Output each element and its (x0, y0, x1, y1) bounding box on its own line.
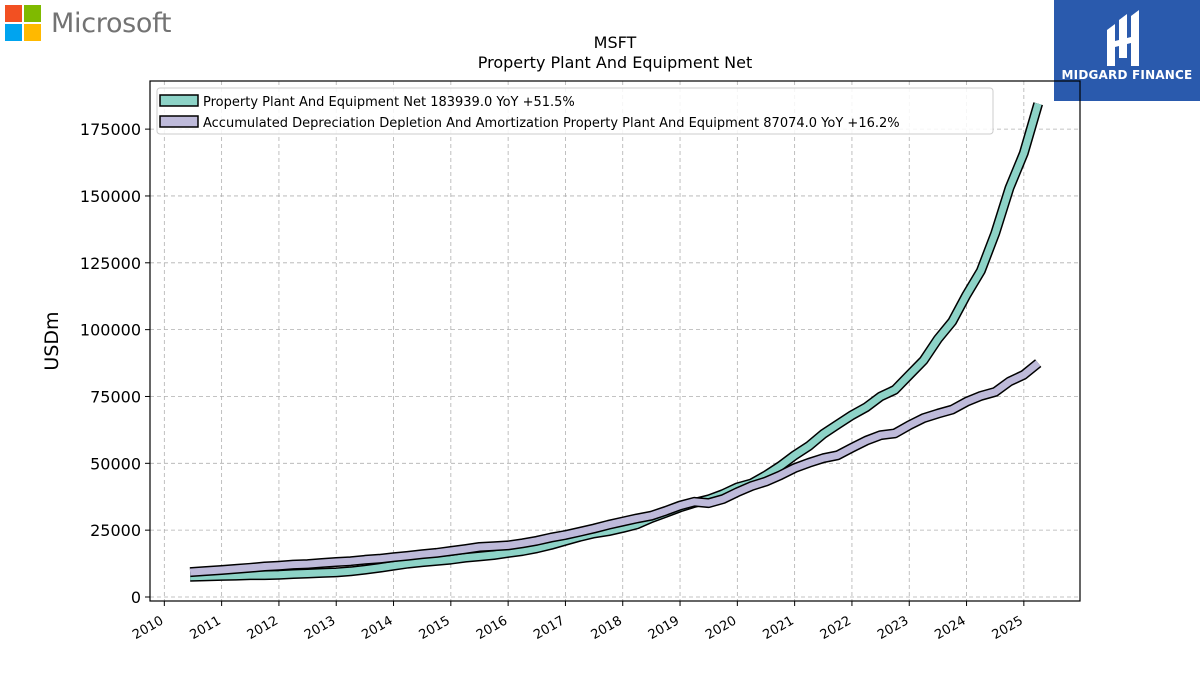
x-tick-label: 2020 (703, 613, 739, 643)
x-tick-label: 2016 (474, 613, 510, 643)
x-tick-label: 2015 (417, 613, 453, 643)
y-tick-label: 150000 (80, 187, 141, 206)
x-tick-label: 2023 (875, 613, 911, 643)
microsoft-logo: Microsoft (5, 5, 171, 41)
series-layer (189, 102, 1044, 582)
x-tick-label: 2017 (531, 613, 567, 643)
x-tick-label: 2019 (646, 613, 682, 643)
x-tick-label: 2010 (130, 613, 166, 643)
series-outline (189, 359, 1042, 578)
midgard-finance-logo: MIDGARD FINANCE (1054, 0, 1200, 101)
legend: Property Plant And Equipment Net 183939.… (156, 87, 994, 135)
y-tick-label: 25000 (90, 521, 141, 540)
plot-frame (149, 80, 1081, 602)
midgard-emblem-icon (1107, 10, 1139, 66)
x-tick-label: 2014 (359, 613, 395, 643)
microsoft-windows-icon (5, 5, 41, 41)
series-core (189, 360, 1041, 576)
legend-label: Accumulated Depreciation Depletion And A… (203, 116, 900, 131)
chart-subtitle: Property Plant And Equipment Net (478, 53, 753, 72)
series-line-1 (189, 102, 1044, 582)
x-tick-label: 2024 (932, 613, 968, 643)
x-tick-label: 2011 (187, 613, 223, 643)
x-tick-label: 2021 (760, 613, 796, 643)
microsoft-wordmark: Microsoft (51, 7, 172, 39)
legend-swatch (159, 94, 199, 107)
legend-swatch (159, 115, 199, 128)
y-tick-label: 0 (131, 588, 141, 607)
legend-box (156, 87, 994, 135)
legend-label: Property Plant And Equipment Net 183939.… (203, 95, 575, 110)
midgard-wordmark: MIDGARD FINANCE (1061, 68, 1193, 82)
x-tick-label: 2018 (589, 613, 625, 643)
series-core (190, 102, 1042, 581)
y-tick-label: 75000 (90, 387, 141, 406)
chart-title: MSFT (594, 33, 637, 52)
y-tick-label: 125000 (80, 254, 141, 273)
y-tick-label: 50000 (90, 454, 141, 473)
x-tick-label: 2022 (818, 613, 854, 643)
series-line-2 (189, 359, 1042, 578)
y-tick-label: 100000 (80, 321, 141, 340)
y-tick-label: 175000 (80, 120, 141, 139)
x-tick-label: 2025 (990, 613, 1026, 643)
series-outline (189, 102, 1044, 582)
x-tick-label: 2013 (302, 613, 338, 643)
y-axis-label: USDm (41, 311, 63, 370)
x-tick-label: 2012 (245, 613, 281, 643)
